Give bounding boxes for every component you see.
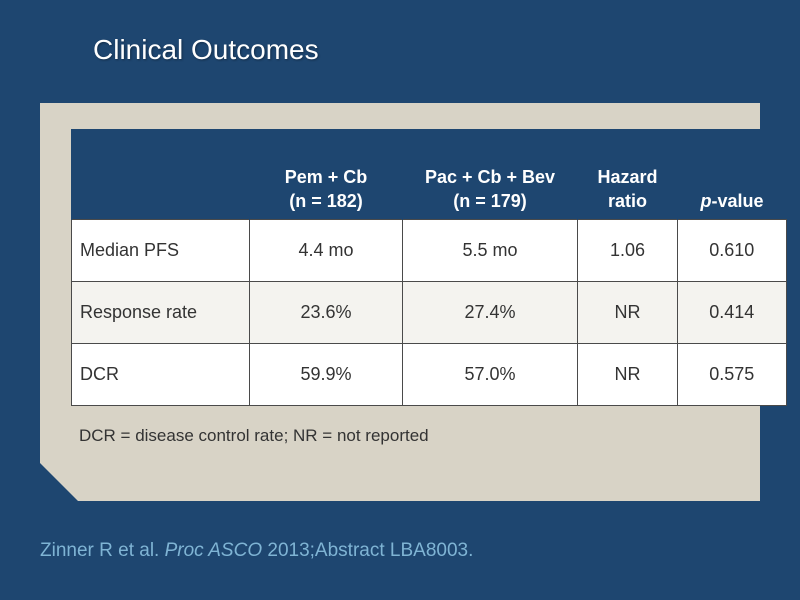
cell-pac-cb-bev: 5.5 mo	[402, 219, 578, 282]
header-pem-cb: Pem + Cb (n = 182)	[249, 129, 403, 220]
row-label: DCR	[71, 343, 250, 406]
cell-pac-cb-bev: 27.4%	[402, 281, 578, 344]
citation-journal: Proc ASCO	[164, 540, 263, 561]
header-hazard-ratio-line2: ratio	[607, 191, 647, 211]
header-pac-cb-bev: Pac + Cb + Bev (n = 179)	[402, 129, 578, 220]
table-row-response-rate: Response rate 23.6% 27.4% NR 0.414	[71, 281, 787, 344]
header-p-value-suffix: -value	[711, 191, 764, 211]
citation-authors: Zinner R et al.	[40, 540, 160, 561]
clinical-outcomes-table: Pem + Cb (n = 182) Pac + Cb + Bev (n = 1…	[71, 129, 787, 406]
row-label: Median PFS	[71, 219, 250, 282]
cell-pem-cb: 4.4 mo	[249, 219, 403, 282]
cell-hazard-ratio: 1.06	[577, 219, 678, 282]
cell-p-value: 0.575	[677, 343, 787, 406]
header-pac-cb-bev-line2: (n = 179)	[453, 191, 527, 211]
cell-p-value: 0.610	[677, 219, 787, 282]
citation-details: 2013;Abstract LBA8003.	[267, 540, 474, 561]
cell-hazard-ratio: NR	[577, 281, 678, 344]
header-pem-cb-line2: (n = 182)	[289, 191, 363, 211]
table-footnote: DCR = disease control rate; NR = not rep…	[79, 426, 429, 445]
citation: Zinner R et al. Proc ASCO 2013;Abstract …	[40, 540, 473, 562]
header-p-value: p-value	[677, 129, 786, 220]
header-p-value-italic: p	[700, 191, 712, 211]
table-header-row: Pem + Cb (n = 182) Pac + Cb + Bev (n = 1…	[71, 129, 786, 220]
header-pem-cb-line1: Pem + Cb	[284, 167, 368, 187]
header-hazard-ratio-line1: Hazard	[597, 167, 658, 187]
cell-pac-cb-bev: 57.0%	[402, 343, 578, 406]
cell-pem-cb: 59.9%	[249, 343, 403, 406]
slide-title: Clinical Outcomes	[93, 34, 319, 65]
header-hazard-ratio: Hazard ratio	[577, 129, 678, 220]
header-pac-cb-bev-line1: Pac + Cb + Bev	[424, 167, 556, 187]
cell-p-value: 0.414	[677, 281, 787, 344]
table-row-dcr: DCR 59.9% 57.0% NR 0.575	[71, 343, 787, 406]
row-label: Response rate	[71, 281, 250, 344]
cell-hazard-ratio: NR	[577, 343, 678, 406]
table-row-median-pfs: Median PFS 4.4 mo 5.5 mo 1.06 0.610	[71, 219, 787, 282]
cell-pem-cb: 23.6%	[249, 281, 403, 344]
header-empty	[71, 129, 250, 220]
